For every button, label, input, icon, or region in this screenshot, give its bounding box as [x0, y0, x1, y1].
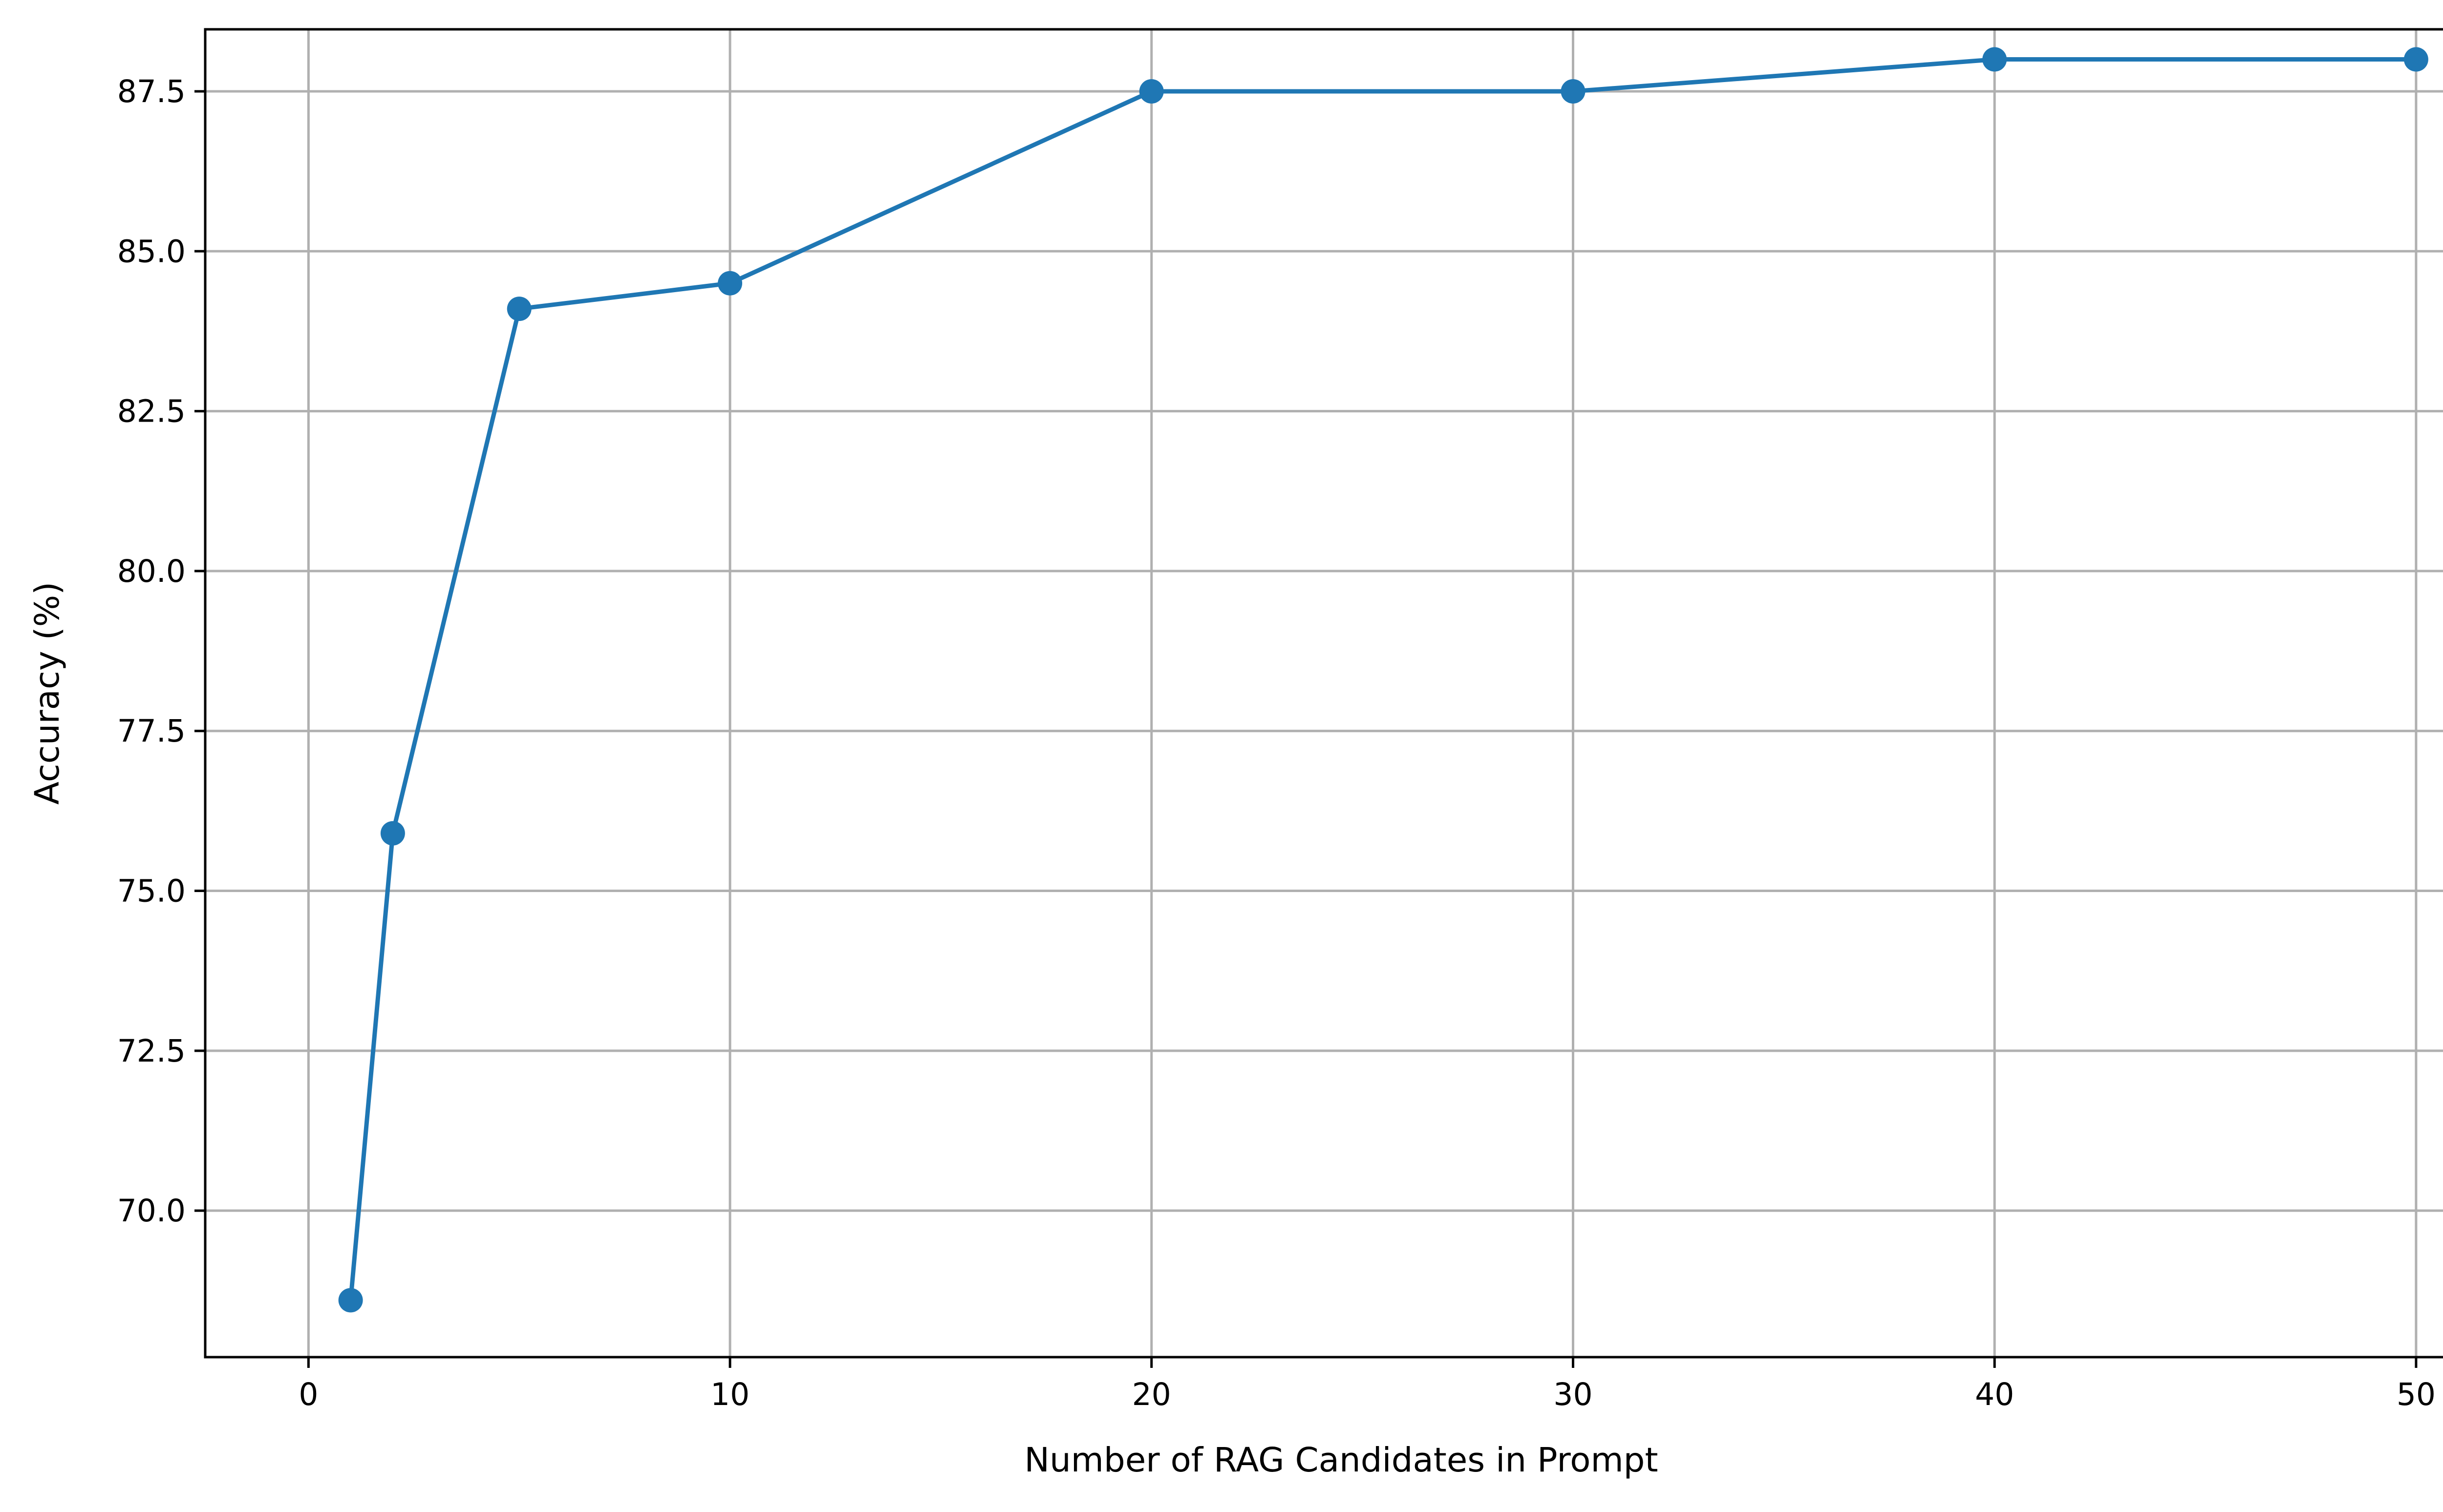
y-tick-label: 82.5 [117, 394, 186, 429]
data-point [380, 821, 405, 846]
y-tick-label: 87.5 [117, 74, 186, 109]
x-tick-label: 0 [299, 1377, 318, 1412]
data-point [1561, 79, 1586, 104]
y-tick-label: 80.0 [117, 554, 186, 589]
x-tick-label: 10 [710, 1377, 750, 1412]
x-tick-label: 40 [1975, 1377, 2014, 1412]
data-point [507, 297, 532, 321]
axis-ticks: 0 10 20 30 40 50 70.0 72.5 75.0 77.5 80.0 82.5 85.0 8… [117, 74, 2436, 1412]
x-tick-label: 20 [1132, 1377, 1171, 1412]
x-axis-label: Number of RAG Candidates in Prompt [1024, 1441, 1658, 1480]
x-tick-label: 50 [2397, 1377, 2436, 1412]
data-point [2403, 47, 2428, 72]
y-tick-label: 85.0 [117, 234, 186, 269]
data-point [1982, 47, 2007, 72]
y-tick-label: 70.0 [117, 1193, 186, 1229]
plot-frame [204, 28, 2443, 1359]
y-tick-label: 75.0 [117, 873, 186, 909]
axes-spines [204, 28, 2443, 1359]
series-layer [338, 47, 2428, 1313]
y-tick-label: 77.5 [117, 713, 186, 749]
y-tick-label: 72.5 [117, 1033, 186, 1069]
data-point [1139, 79, 1164, 104]
series-line [348, 57, 2419, 1303]
y-axis-label: Accuracy (%) [28, 582, 67, 805]
data-point [718, 271, 743, 296]
data-point [338, 1288, 363, 1313]
x-tick-label: 30 [1553, 1377, 1592, 1412]
grid-lines [205, 29, 2443, 1357]
